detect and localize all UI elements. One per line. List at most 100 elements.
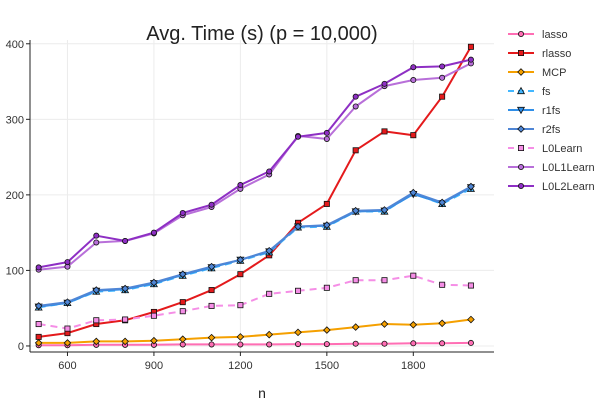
x-axis-label: n [258, 385, 266, 400]
data-point-L0L2Learn [410, 64, 417, 71]
data-point-r2fs [265, 246, 274, 255]
legend-label: fs [542, 86, 551, 98]
data-point-L0L2Learn [352, 93, 359, 100]
data-point-L0L2Learn [381, 80, 388, 87]
data-point-L0L1Learn [410, 77, 417, 84]
data-point-L0Learn [150, 312, 157, 319]
series-line-r2fs [38, 185, 472, 307]
data-point-lasso [295, 341, 302, 348]
legend-marker [516, 86, 526, 95]
data-point-lasso [467, 339, 474, 346]
series-lasso [35, 339, 474, 349]
data-point-lasso [352, 340, 359, 347]
axis-layer: 600 900 1200 1500 1800 0 100 200 300 400 [6, 39, 494, 372]
data-point-L0L1Learn [352, 103, 359, 110]
data-point-L0L2Learn [439, 63, 446, 70]
series-layer [34, 43, 476, 349]
y-tick-label: 100 [6, 265, 24, 277]
data-point-rlasso [467, 43, 474, 50]
series-line-L0Learn [38, 274, 471, 330]
data-point-L0L2Learn [122, 237, 129, 244]
data-point-L0Learn [208, 302, 215, 309]
legend-marker [518, 163, 525, 170]
x-tick-label: 600 [58, 360, 76, 372]
data-point-MCP [150, 336, 158, 345]
legend-item-L0Learn: L0Learn [508, 143, 582, 155]
data-point-r2fs [294, 222, 302, 231]
legend-marker [516, 106, 526, 115]
legend-marker [517, 68, 525, 76]
data-point-rlasso [179, 299, 186, 306]
legend-item-MCP: MCP [508, 67, 566, 79]
data-point-L0Learn [410, 272, 417, 279]
chart-title: Avg. Time (s) (p = 10,000) [146, 23, 377, 45]
data-point-r2fs [323, 221, 331, 229]
data-point-rlasso [323, 200, 330, 207]
data-point-L0Learn [237, 302, 244, 309]
series-L0L2Learn [35, 56, 474, 271]
data-point-MCP [409, 320, 418, 329]
legend-label: L0L1Learn [542, 162, 595, 174]
data-point-lasso [208, 341, 215, 348]
legend-item-lasso: lasso [508, 29, 568, 41]
legend-item-r1fs: r1fs [508, 105, 561, 117]
legend-marker [518, 30, 525, 37]
legend-item-L0L1Learn: L0L1Learn [508, 162, 595, 174]
data-point-MCP [438, 319, 446, 328]
data-point-rlasso [208, 287, 215, 294]
data-point-rlasso [410, 132, 417, 139]
data-point-MCP [467, 315, 475, 324]
data-point-r2fs [351, 206, 360, 215]
legend-label: L0L2Learn [542, 181, 595, 193]
data-point-L0L2Learn [150, 229, 157, 236]
series-line-L0L1Learn [38, 62, 472, 271]
data-point-rlasso [439, 93, 446, 100]
data-point-lasso [266, 341, 273, 348]
data-point-L0L1Learn [323, 135, 330, 142]
data-point-rlasso [352, 147, 359, 154]
series-L0Learn [35, 272, 474, 332]
x-tick-label: 900 [145, 360, 163, 372]
data-point-r2fs [467, 182, 475, 191]
legend-item-fs: fs [508, 86, 551, 98]
series-r1fs [34, 184, 476, 311]
data-point-L0L2Learn [323, 129, 330, 136]
data-point-L0Learn [64, 325, 71, 332]
legend-label: lasso [542, 29, 568, 41]
data-point-r2fs [121, 284, 129, 293]
data-point-r2fs [207, 262, 216, 271]
data-point-lasso [410, 340, 417, 347]
data-point-L0L2Learn [467, 56, 474, 63]
data-point-L0Learn [439, 281, 446, 288]
data-point-L0L2Learn [93, 232, 100, 239]
data-point-r2fs [178, 270, 187, 279]
data-point-r2fs [34, 302, 43, 310]
data-point-MCP [63, 339, 72, 347]
data-point-L0Learn [122, 316, 129, 323]
y-tick-label: 200 [6, 190, 24, 202]
legend-marker [518, 144, 525, 151]
data-point-lasso [237, 341, 244, 348]
data-point-MCP [236, 333, 245, 341]
data-point-MCP [207, 333, 216, 342]
data-point-L0Learn [323, 284, 330, 291]
legend-label: L0Learn [542, 143, 582, 155]
data-point-MCP [294, 328, 302, 337]
data-point-r2fs [438, 198, 446, 207]
data-point-MCP [121, 337, 129, 346]
series-r2fs [34, 182, 475, 310]
data-point-L0Learn [35, 321, 42, 328]
data-point-MCP [34, 339, 43, 347]
data-point-L0L2Learn [208, 201, 215, 208]
data-point-L0L2Learn [295, 133, 302, 140]
x-tick-label: 1500 [315, 360, 339, 372]
data-point-L0Learn [266, 290, 273, 297]
data-point-L0Learn [179, 308, 186, 315]
data-point-L0Learn [467, 282, 474, 289]
data-point-MCP [178, 335, 187, 343]
data-point-L0Learn [295, 287, 302, 294]
data-point-r2fs [150, 278, 158, 287]
data-point-r2fs [92, 286, 101, 294]
